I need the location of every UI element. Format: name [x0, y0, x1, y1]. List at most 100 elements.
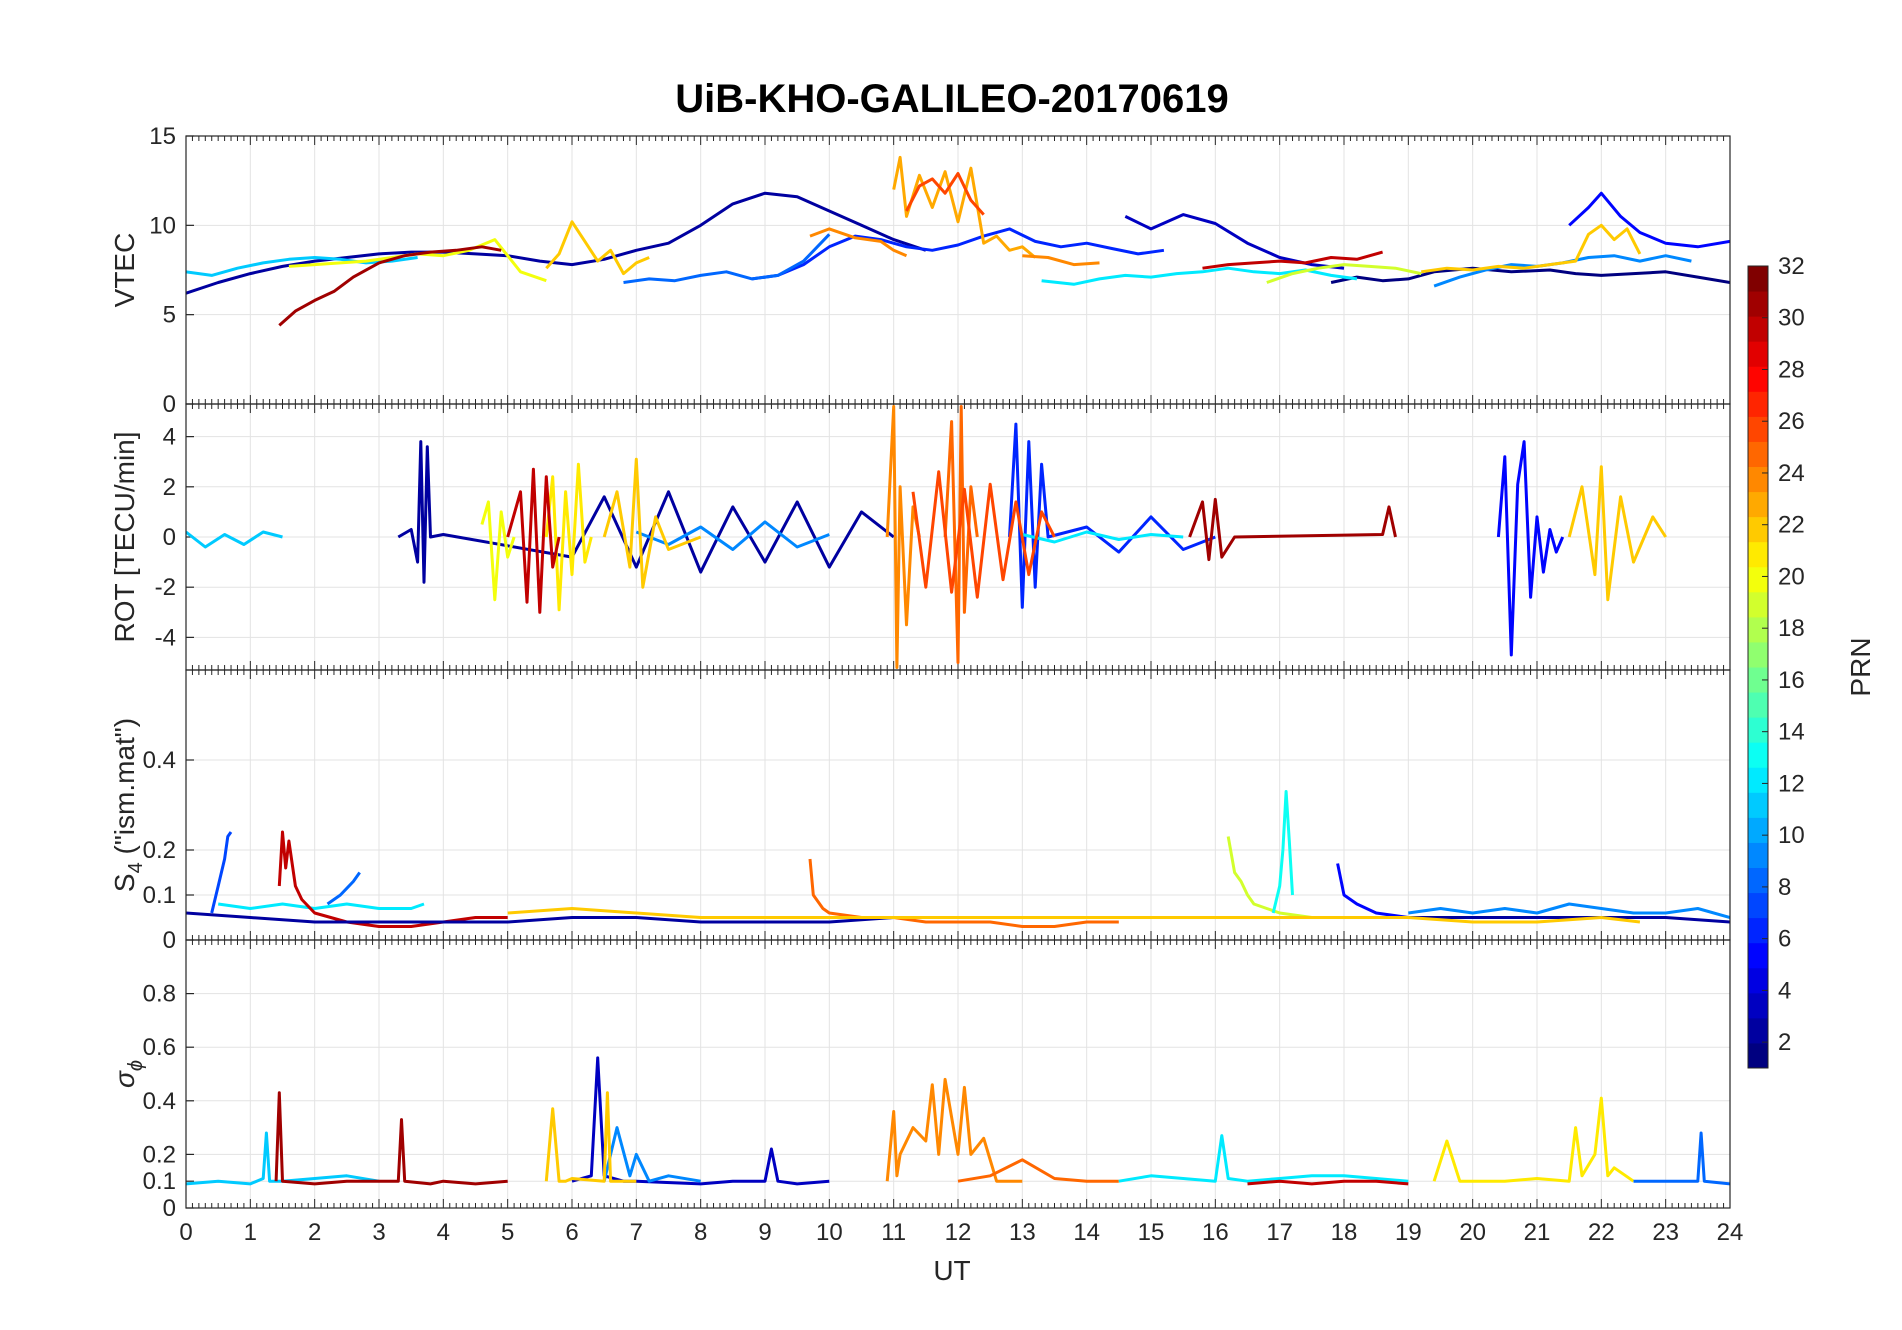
colorbar-tick-label: 10: [1778, 822, 1805, 849]
series-line-prn-5: [1336, 863, 1409, 919]
colorbar-segment: [1748, 366, 1768, 392]
series-line-prn-22: [1420, 223, 1642, 274]
y-tick-label: 0: [163, 391, 176, 418]
colorbar-segment: [1748, 917, 1768, 944]
y-tick-label: 0: [163, 524, 176, 551]
y-tick-label: 0.6: [143, 1034, 176, 1061]
y-tick-label: -2: [155, 574, 176, 601]
series-line-prn-9: [602, 1126, 701, 1183]
series-line-prn-24: [885, 1077, 1023, 1183]
series-group: [186, 155, 1730, 327]
series-line-prn-24: [885, 405, 921, 669]
series-line-prn-22: [507, 907, 1641, 924]
series-line-prn-7: [210, 831, 233, 914]
series-line-prn-1: [1330, 266, 1730, 284]
x-tick-label: 24: [1717, 1219, 1744, 1246]
y-tick-label: 0.2: [143, 837, 176, 864]
y-tick-label: 0.1: [143, 1168, 176, 1195]
colorbar-segment: [1748, 591, 1768, 618]
series-line-prn-30: [1202, 250, 1384, 270]
series-line-prn-22: [1567, 465, 1667, 602]
x-tick-labels: 0 1 2 3 4 5 6 7 8 9 10 11 12 13 14 15 16 17 18 19 20 21 22 23 24: [179, 1219, 1743, 1246]
series-line-prn-31: [274, 1091, 508, 1186]
y-tick-label: -4: [155, 624, 176, 651]
y-tick-label: 0.2: [143, 1141, 176, 1168]
colorbar-segment: [1748, 441, 1768, 467]
series-line-prn-2: [397, 440, 895, 584]
x-tick-label: 6: [565, 1219, 578, 1246]
y-tick-label: 0.8: [143, 981, 176, 1008]
series-line-prn-26: [911, 470, 1056, 599]
y-axis-label: σϕ: [109, 1060, 147, 1088]
colorbar-tick-label: 4: [1778, 977, 1791, 1004]
series-line-prn-25: [808, 858, 1119, 928]
series-line-prn-11: [186, 1131, 380, 1186]
colorbar-tick-label: 6: [1778, 926, 1791, 953]
series-line-prn-8: [1633, 1131, 1730, 1186]
series-line-prn-25: [957, 1158, 1119, 1183]
colorbar-label: PRN: [1845, 637, 1876, 696]
x-tick-label: 0: [179, 1219, 192, 1246]
series-line-prn-23: [892, 155, 1037, 259]
colorbar-segment: [1748, 516, 1768, 543]
colorbar-segment: [1748, 817, 1768, 843]
colorbar-segment: [1748, 291, 1768, 317]
series-line-prn-5: [1496, 440, 1565, 657]
colorbar-segment: [1748, 717, 1768, 743]
series-group: [186, 790, 1730, 928]
x-tick-label: 4: [437, 1219, 450, 1246]
series-line-prn-19: [1266, 263, 1422, 284]
x-tick-label: 2: [308, 1219, 321, 1246]
colorbar-segment: [1748, 616, 1768, 643]
series-line-prn-24: [809, 227, 908, 258]
colorbar-tick-label: 26: [1778, 408, 1805, 435]
y-tick-label: 15: [149, 123, 176, 150]
x-tick-label: 20: [1459, 1219, 1486, 1246]
panel-sigma: 00.10.2 0.4 0.6 0.8 σϕ: [109, 939, 1731, 1222]
colorbar-tick-label: 16: [1778, 667, 1805, 694]
series-line-prn-2: [186, 191, 927, 295]
x-tick-label: 14: [1073, 1219, 1100, 1246]
panel-vtec: 0 5 10 15 VTEC: [109, 123, 1731, 418]
series-line-prn-3: [571, 1056, 830, 1186]
x-tick-label: 1: [244, 1219, 257, 1246]
series-line-prn-30: [506, 467, 561, 614]
axes-box: [185, 939, 1731, 1209]
y-axis-label: VTEC: [109, 233, 140, 308]
series-line-prn-21: [1432, 1096, 1635, 1183]
series-line-prn-19: [1226, 836, 1313, 919]
y-tick-label: 2: [163, 474, 176, 501]
colorbar-segment: [1748, 466, 1768, 493]
panel-s4: 0 0.1 0.2 0.4S4 ("ism.mat"): [109, 669, 1731, 954]
colorbar-tick-label: 28: [1778, 356, 1805, 383]
colorbar-segment: [1748, 341, 1768, 367]
series-line-prn-21: [544, 462, 593, 612]
y-tick-label: 5: [163, 302, 176, 329]
colorbar-tick-label: 30: [1778, 305, 1805, 332]
colorbar-tick-label: 14: [1778, 719, 1805, 746]
colorbar-tick-label: 2: [1778, 1029, 1791, 1056]
x-tick-label: 12: [945, 1219, 972, 1246]
panel-rot: -4 -2 0 2 4 ROT [TECU/min]: [109, 403, 1731, 671]
colorbar-segment: [1748, 391, 1768, 417]
series-line-prn-26: [905, 172, 985, 216]
y-tick-label: 0.4: [143, 747, 176, 774]
y-axis-label: ROT [TECU/min]: [109, 431, 140, 642]
y-tick-label: 0: [163, 927, 176, 954]
colorbar-segment: [1748, 566, 1768, 593]
x-tick-label: 8: [694, 1219, 707, 1246]
x-tick-label: 5: [501, 1219, 514, 1246]
y-tick-label: 4: [163, 424, 176, 451]
x-tick-label: 16: [1202, 1219, 1229, 1246]
series-line-prn-22: [602, 457, 702, 589]
colorbar-segment: [1748, 692, 1768, 718]
colorbar-segment: [1748, 641, 1768, 668]
y-tick-label: 10: [149, 212, 176, 239]
colorbar-segment: [1748, 667, 1768, 693]
series-line-prn-31: [1188, 497, 1397, 562]
colorbar-segment: [1748, 892, 1768, 919]
series-line-prn-12: [217, 902, 425, 910]
series-line-prn-12: [1118, 1134, 1409, 1183]
y-axis-label: S4 ("ism.mat"): [109, 718, 147, 892]
